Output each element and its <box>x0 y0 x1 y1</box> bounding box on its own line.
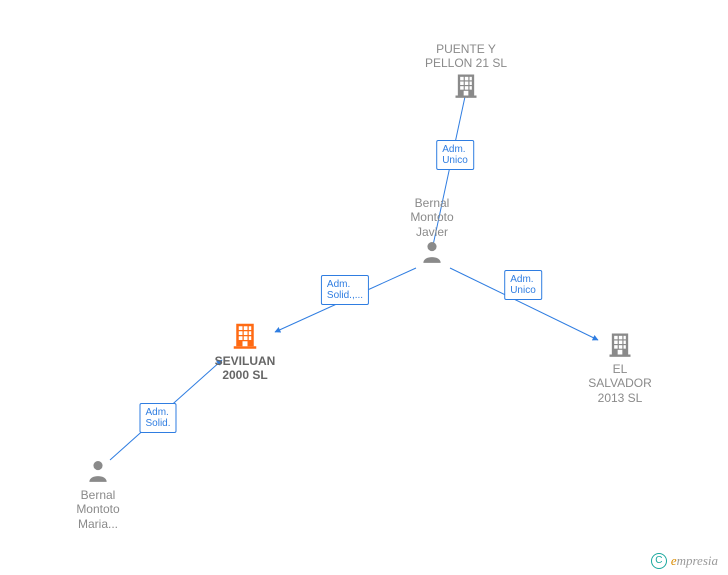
building-icon <box>185 320 305 350</box>
person-icon <box>372 239 492 265</box>
edge-label-adm-solid: Adm. Solid. <box>139 403 176 433</box>
person-icon <box>38 458 158 484</box>
node-label: Bernal Montoto Javier <box>372 196 492 239</box>
brand-text: empresia <box>671 553 718 569</box>
edge-label-adm-unico: Adm. Unico <box>504 270 542 300</box>
node-label: Bernal Montoto Maria... <box>38 488 158 531</box>
node-puente-y-pellon[interactable]: PUENTE Y PELLON 21 SL <box>406 42 526 103</box>
node-bernal-montoto-javier[interactable]: Bernal Montoto Javier <box>372 196 492 269</box>
node-bernal-montoto-maria[interactable]: Bernal Montoto Maria... <box>38 458 158 531</box>
node-label: EL SALVADOR 2013 SL <box>560 362 680 405</box>
network-diagram: PUENTE Y PELLON 21 SL Bernal Montoto Jav… <box>0 0 728 575</box>
watermark: C empresia <box>651 553 718 569</box>
node-label: PUENTE Y PELLON 21 SL <box>406 42 526 71</box>
node-label: SEVILUAN 2000 SL <box>185 354 305 383</box>
edge-label-adm-unico: Adm. Unico <box>436 140 474 170</box>
copyright-icon: C <box>651 553 667 569</box>
building-icon <box>560 330 680 358</box>
node-el-salvador-2013[interactable]: EL SALVADOR 2013 SL <box>560 330 680 405</box>
edge-label-adm-solid: Adm. Solid.,... <box>321 275 369 305</box>
building-icon <box>406 71 526 99</box>
node-seviluan-2000[interactable]: SEVILUAN 2000 SL <box>185 320 305 383</box>
